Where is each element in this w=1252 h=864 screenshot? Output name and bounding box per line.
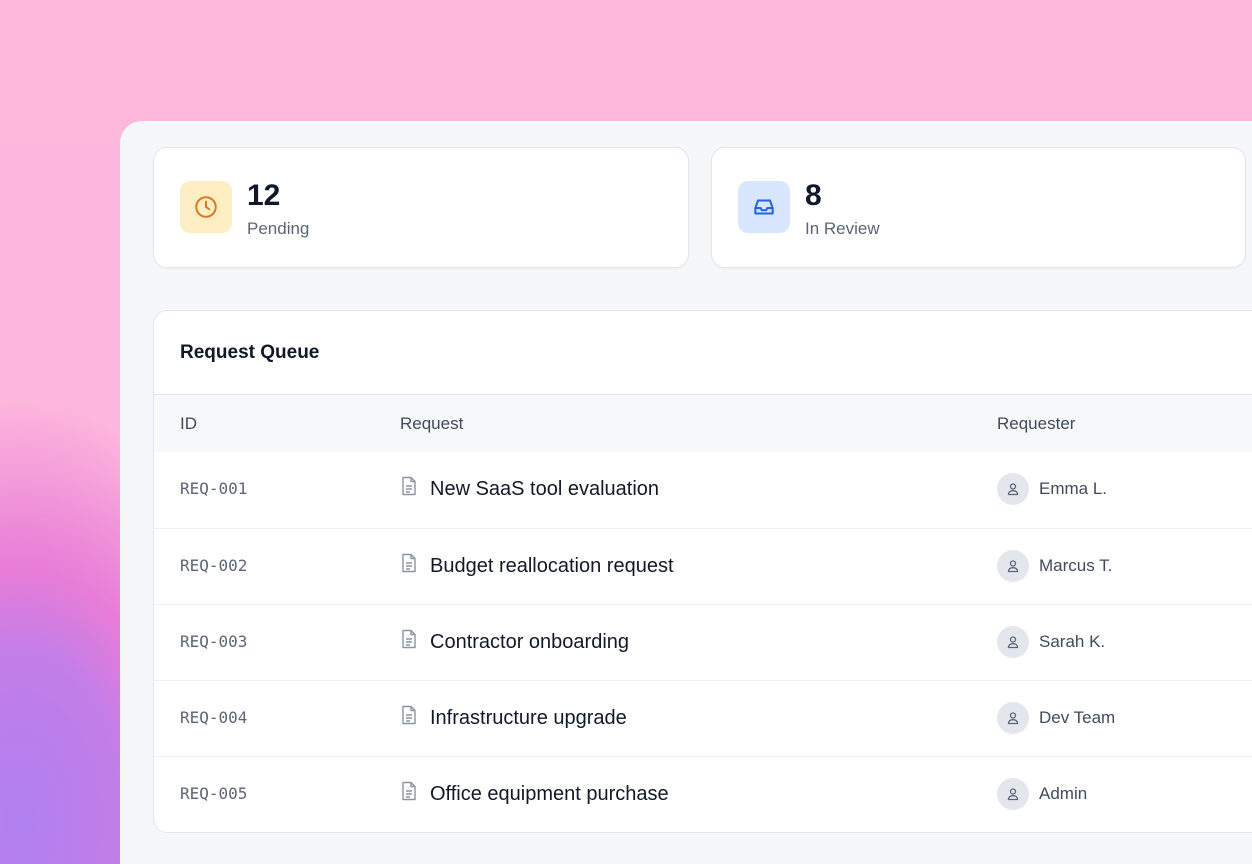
request-id: REQ-001 [180, 479, 248, 498]
table-header: ID Request Requester [154, 394, 1252, 452]
requester-name: Admin [1039, 784, 1088, 803]
request-id: REQ-002 [180, 556, 248, 575]
stat-label: In Review [805, 219, 880, 238]
request-id: REQ-004 [180, 708, 248, 727]
avatar-user-icon [997, 626, 1029, 658]
table-row[interactable]: REQ-004 Infrastructure upgrade Dev Team [154, 680, 1252, 756]
requester-name: Sarah K. [1039, 632, 1106, 651]
document-icon [400, 553, 418, 579]
table-row[interactable]: REQ-005 Office equipment purchase Admin [154, 756, 1252, 832]
request-title[interactable]: Budget reallocation request [430, 554, 674, 577]
request-title[interactable]: Infrastructure upgrade [430, 706, 627, 729]
document-icon [400, 705, 418, 731]
avatar-user-icon [997, 550, 1029, 582]
request-title[interactable]: Contractor onboarding [430, 630, 630, 653]
avatar-user-icon [997, 702, 1029, 734]
request-title[interactable]: Office equipment purchase [430, 782, 669, 805]
stat-value: 8 [805, 179, 822, 212]
table-row[interactable]: REQ-002 Budget reallocation request Marc… [154, 528, 1252, 604]
request-id: REQ-005 [180, 784, 248, 803]
table-title: Request Queue [180, 342, 320, 363]
document-icon [400, 629, 418, 655]
request-queue-table: Request Queue ID Request Requester REQ-0… [153, 310, 1252, 833]
requester-name: Marcus T. [1039, 556, 1113, 575]
avatar-user-icon [997, 473, 1029, 505]
document-icon [400, 781, 418, 807]
request-title[interactable]: New SaaS tool evaluation [430, 477, 660, 500]
request-id: REQ-003 [180, 632, 248, 651]
table-row[interactable]: REQ-001 New SaaS tool evaluation Emma L. [154, 452, 1252, 528]
stat-label: Pending [247, 219, 310, 238]
stat-card-in-review[interactable]: 8 In Review [711, 147, 1246, 268]
stat-card-pending[interactable]: 12 Pending [153, 147, 689, 268]
requester-name: Emma L. [1039, 479, 1108, 498]
inbox-icon [738, 181, 790, 233]
document-icon [400, 476, 418, 502]
column-header-id[interactable]: ID [180, 414, 197, 433]
table-row[interactable]: REQ-003 Contractor onboarding Sarah K. [154, 604, 1252, 680]
column-header-requester[interactable]: Requester [997, 414, 1076, 433]
clock-icon [180, 181, 232, 233]
requester-name: Dev Team [1039, 708, 1116, 727]
avatar-user-icon [997, 778, 1029, 810]
stat-value: 12 [247, 179, 281, 212]
column-header-request[interactable]: Request [400, 414, 464, 433]
